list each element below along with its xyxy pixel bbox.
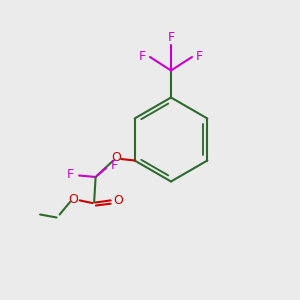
Text: O: O bbox=[68, 193, 78, 206]
Text: O: O bbox=[111, 151, 121, 164]
Text: F: F bbox=[196, 50, 203, 64]
Text: O: O bbox=[113, 194, 123, 208]
Text: F: F bbox=[139, 50, 146, 64]
Text: F: F bbox=[111, 159, 118, 172]
Text: F: F bbox=[167, 31, 175, 44]
Text: F: F bbox=[67, 168, 74, 181]
